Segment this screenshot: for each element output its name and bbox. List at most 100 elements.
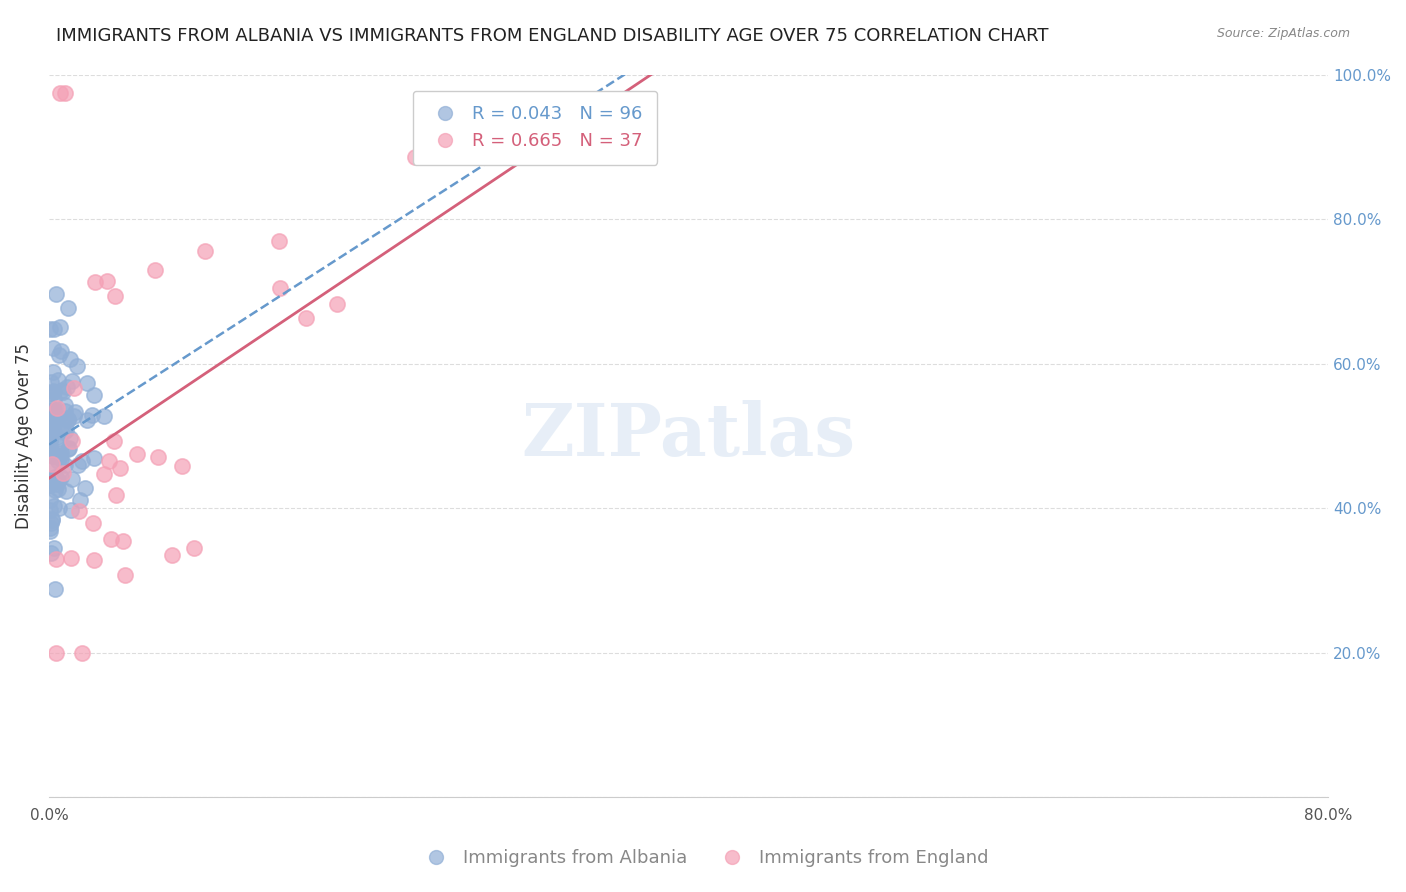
Point: [83, 451, 105, 466]
Point: [70, 646, 93, 660]
Point: [146, 450, 169, 464]
Point: [93, 467, 115, 481]
Point: [83, 388, 105, 402]
Point: [42, 384, 65, 399]
Point: [55, 410, 77, 425]
Point: [41, 408, 63, 422]
Point: [83, 553, 105, 567]
Point: [55, 423, 77, 437]
Point: [51, 470, 73, 484]
Point: [66, 359, 89, 373]
Point: [80, 408, 103, 422]
Point: [39, 417, 62, 432]
Point: [84, 275, 107, 289]
Point: [112, 533, 135, 548]
Point: [49, 449, 72, 463]
Point: [51, 383, 73, 397]
Point: [325, 297, 347, 311]
Point: [114, 568, 136, 582]
Point: [59, 503, 82, 517]
Point: [56, 442, 79, 456]
Point: [172, 459, 194, 474]
Point: [143, 262, 166, 277]
Point: [59, 551, 82, 566]
Point: [103, 434, 125, 448]
Point: [44, 483, 66, 498]
Point: [100, 532, 122, 546]
Point: [59, 431, 82, 445]
Point: [93, 409, 115, 424]
Point: [44, 415, 66, 429]
Point: [39, 411, 62, 425]
Point: [41, 461, 63, 475]
Point: [41, 401, 63, 416]
Point: [267, 234, 290, 248]
Point: [49, 451, 72, 466]
Point: [42, 425, 65, 439]
Point: [42, 341, 65, 355]
Point: [53, 398, 76, 412]
Point: [42, 500, 65, 514]
Point: [41, 512, 63, 526]
Point: [39, 417, 62, 432]
Point: [98, 454, 121, 468]
Text: IMMIGRANTS FROM ALBANIA VS IMMIGRANTS FROM ENGLAND DISABILITY AGE OVER 75 CORREL: IMMIGRANTS FROM ALBANIA VS IMMIGRANTS FR…: [56, 27, 1049, 45]
Point: [42, 322, 65, 336]
Point: [183, 541, 205, 555]
Point: [63, 409, 86, 424]
Point: [56, 301, 79, 315]
Point: [60, 434, 83, 448]
Point: [38, 322, 60, 336]
Point: [53, 404, 76, 418]
Point: [42, 450, 65, 464]
Point: [49, 86, 72, 100]
Point: [58, 441, 80, 455]
Point: [96, 274, 118, 288]
Point: [66, 458, 89, 472]
Point: [44, 582, 66, 596]
Point: [44, 552, 66, 566]
Point: [39, 516, 62, 530]
Point: [48, 319, 70, 334]
Point: [53, 86, 76, 100]
Point: [42, 365, 65, 379]
Point: [76, 413, 98, 427]
Point: [194, 244, 217, 259]
Point: [52, 467, 75, 481]
Point: [60, 472, 83, 486]
Point: [42, 392, 65, 407]
Point: [63, 405, 86, 419]
Point: [69, 492, 91, 507]
Point: [46, 473, 69, 487]
Point: [39, 425, 62, 440]
Point: [38, 444, 60, 458]
Point: [38, 477, 60, 491]
Point: [55, 484, 77, 499]
Point: [39, 521, 62, 535]
Point: [48, 482, 70, 496]
Point: [73, 481, 96, 495]
Point: [45, 646, 67, 660]
Point: [38, 492, 60, 507]
Point: [70, 454, 93, 468]
Point: [45, 287, 67, 301]
Point: [38, 404, 60, 418]
Point: [269, 280, 291, 294]
Point: [56, 380, 79, 394]
Point: [42, 403, 65, 417]
Point: [162, 548, 184, 562]
Point: [41, 426, 63, 441]
Point: [39, 376, 62, 390]
Point: [63, 382, 86, 396]
Point: [38, 434, 60, 448]
Point: [45, 429, 67, 443]
Point: [104, 488, 127, 502]
Point: [41, 385, 63, 400]
Point: [42, 413, 65, 427]
Point: [39, 433, 62, 447]
Point: [53, 458, 76, 472]
Point: [38, 478, 60, 492]
Point: [42, 541, 65, 556]
Point: [404, 150, 426, 164]
Point: [41, 412, 63, 426]
